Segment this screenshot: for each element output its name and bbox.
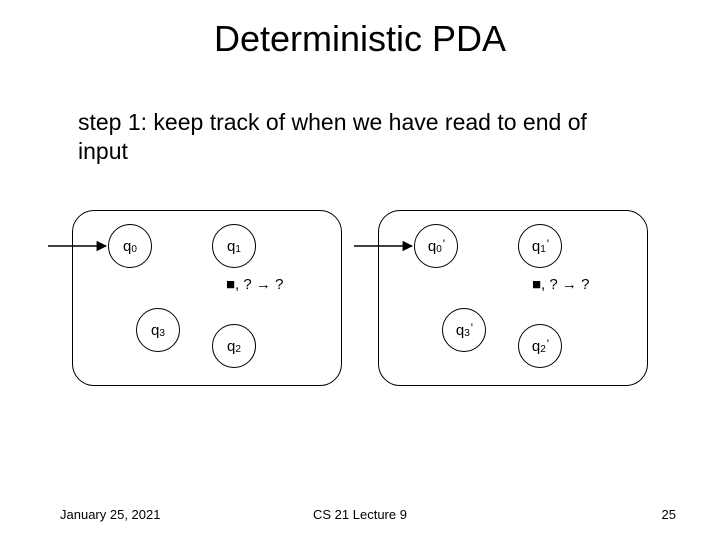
slide: Deterministic PDA step 1: keep track of … — [0, 0, 720, 540]
state-q0: q0 — [108, 224, 152, 268]
state-q3p: q3' — [442, 308, 486, 352]
state-q2: q2 — [212, 324, 256, 368]
edge-label: ■, ? → ? — [226, 276, 283, 293]
footer-center: CS 21 Lecture 9 — [0, 507, 720, 522]
pda-diagram: q0 q1 q3 q2 q0' q1' q3' q2' ■, ? → ? ■, ? → ? — [72, 210, 648, 410]
state-q3: q3 — [136, 308, 180, 352]
state-q1p: q1' — [518, 224, 562, 268]
footer-page: 25 — [662, 507, 676, 522]
state-q2p: q2' — [518, 324, 562, 368]
slide-body: step 1: keep track of when we have read … — [78, 108, 638, 166]
edge-label: ■, ? → ? — [532, 276, 589, 293]
state-q0p: q0' — [414, 224, 458, 268]
slide-title: Deterministic PDA — [0, 18, 720, 60]
state-q1: q1 — [212, 224, 256, 268]
